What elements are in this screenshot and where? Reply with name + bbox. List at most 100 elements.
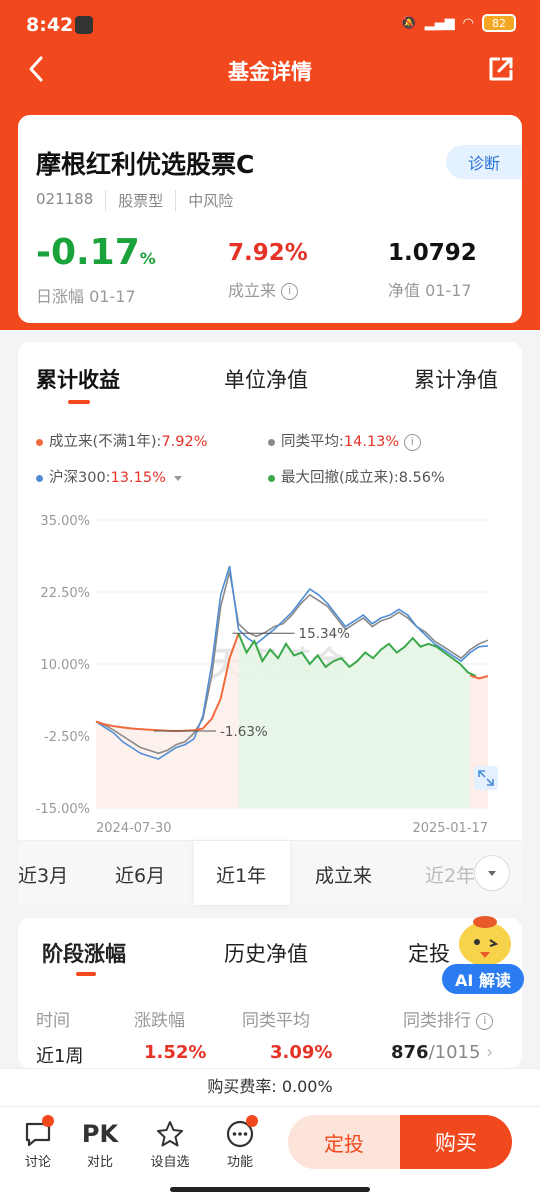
buy-button[interactable]: 购买: [400, 1115, 512, 1169]
drawdown-area: [238, 633, 476, 808]
series-line-drawdown: [237, 633, 477, 678]
legend-fund-label: 成立来(不满1年):: [49, 434, 162, 450]
legend-dot: [36, 438, 43, 446]
compare-label: 对比: [86, 1155, 113, 1170]
info-icon[interactable]: i: [403, 433, 421, 451]
legend-drawdown: 最大回撤(成立来):8.56%: [268, 466, 445, 487]
status-time: 8:42: [26, 14, 74, 36]
range-since-inception[interactable]: 成立来: [315, 865, 373, 887]
legend-dot: [36, 474, 43, 482]
ai-interpret-button[interactable]: AI 解读: [442, 964, 524, 994]
discuss-label: 讨论: [24, 1155, 51, 1170]
legend-dot: [268, 474, 275, 482]
y-tick-label: -2.50%: [44, 730, 90, 745]
tab-stage-returns[interactable]: 阶段涨幅: [42, 942, 126, 966]
stage-returns-card: 阶段涨幅 历史净值 定投 时间 涨跌幅 同类平均 同类排行 i 近1周 1.52…: [18, 918, 522, 1068]
mute-icon: 🔕: [400, 15, 417, 31]
nav-label: 净值 01-17: [388, 281, 472, 300]
legend-index[interactable]: 沪深300:13.15%: [36, 466, 182, 487]
functions-label: 功能: [226, 1155, 253, 1170]
chart-tabs: 累计收益 单位净值 累计净值: [18, 364, 522, 404]
tab-auto-invest[interactable]: 定投: [408, 942, 450, 966]
tab-cumulative-return[interactable]: 累计收益: [36, 368, 120, 392]
range-2y[interactable]: 近2年: [425, 865, 476, 887]
compare-button[interactable]: PK 对比: [70, 1117, 130, 1170]
page-title: 基金详情: [228, 60, 312, 84]
x-tick-label-end: 2025-01-17: [412, 821, 488, 836]
legend-drawdown-label: 最大回撤(成立来):: [281, 470, 399, 486]
range-more-button[interactable]: [474, 855, 510, 891]
header-period: 时间: [36, 1011, 70, 1031]
row-peer: 3.09%: [270, 1042, 333, 1063]
fund-summary-card: 摩根红利优选股票C 诊断 021188 股票型 中风险 -0.17% 日涨幅 0…: [18, 115, 522, 323]
signal-icon: ▂▄▆: [424, 15, 455, 31]
y-tick-label: 35.00%: [40, 514, 90, 529]
x-tick-label-start: 2024-07-30: [96, 821, 172, 836]
legend-drawdown-value: 8.56%: [398, 470, 445, 486]
chevron-right-icon: ›: [480, 1042, 494, 1063]
row-change: 1.52%: [144, 1042, 207, 1063]
notification-dot: [42, 1115, 54, 1127]
nav-bar: 基金详情: [0, 50, 540, 90]
performance-chart-card: 累计收益 单位净值 累计净值 成立来(不满1年):7.92% 同类平均:14.1…: [18, 342, 522, 905]
discuss-button[interactable]: 讨论: [8, 1115, 68, 1170]
time-range-selector: 近3月 近6月 近1年 成立来 近2年: [18, 840, 522, 905]
expand-icon[interactable]: [474, 766, 498, 790]
fee-label: 购买费率:: [207, 1077, 277, 1096]
tab-unit-nav[interactable]: 单位净值: [224, 368, 308, 392]
fund-meta: 021188 股票型 中风险: [36, 190, 245, 211]
notification-dot: [246, 1115, 258, 1127]
range-6m[interactable]: 近6月: [115, 865, 166, 887]
tab-history-nav[interactable]: 历史净值: [224, 942, 308, 966]
legend-fund: 成立来(不满1年):7.92%: [36, 430, 208, 451]
row-rank-total: /1015: [428, 1042, 481, 1063]
daily-change-unit: %: [139, 249, 156, 268]
back-icon[interactable]: [22, 54, 52, 84]
since-inception-label: 成立来: [228, 281, 277, 300]
row-rank-value: 876: [391, 1042, 429, 1063]
watch-label: 设自选: [150, 1155, 190, 1170]
daily-change-label: 日涨幅 01-17: [36, 287, 136, 306]
range-3m[interactable]: 近3月: [18, 865, 69, 887]
since-inception-metric: 7.92% 成立来 i: [228, 233, 308, 301]
range-1y[interactable]: 近1年: [216, 865, 267, 887]
notification-app-icon: [75, 16, 93, 34]
tab-underline: [68, 400, 90, 404]
y-tick-label: 10.00%: [40, 658, 90, 673]
range-active-highlight: [194, 841, 290, 905]
header-peer-rank-label: 同类排行: [403, 1011, 471, 1031]
legend-peer: 同类平均:14.13% i: [268, 430, 421, 451]
daily-change-value: -0.17: [36, 232, 140, 273]
functions-button[interactable]: 功能: [210, 1115, 270, 1170]
header-change: 涨跌幅: [134, 1011, 185, 1031]
legend-peer-value: 14.13%: [343, 434, 400, 450]
legend-index-label: 沪深300:: [49, 470, 111, 486]
row-rank[interactable]: 876/1015 ›: [391, 1042, 493, 1063]
info-icon[interactable]: i: [281, 283, 299, 300]
tab-cumulative-nav[interactable]: 累计净值: [414, 368, 498, 392]
purchase-fee-bar: 购买费率: 0.00%: [0, 1068, 540, 1106]
return-chart[interactable]: 35.00%22.50%10.00%-2.50%-15.00%天天基金15.34…: [18, 502, 522, 837]
info-icon[interactable]: i: [476, 1012, 494, 1030]
legend-fund-value: 7.92%: [161, 434, 208, 450]
nav-value: 1.0792: [388, 240, 477, 266]
series-line-peer: [95, 571, 489, 755]
add-watchlist-button[interactable]: 设自选: [140, 1117, 200, 1170]
fund-name: 摩根红利优选股票C: [36, 150, 255, 179]
diagnose-button[interactable]: 诊断: [446, 145, 522, 179]
since-inception-value: 7.92%: [228, 240, 308, 266]
y-tick-label: 22.50%: [40, 586, 90, 601]
chevron-down-icon: [488, 871, 496, 876]
nav-metric: 1.0792 净值 01-17: [388, 233, 477, 301]
ai-mascot-icon[interactable]: [452, 912, 518, 970]
legend-peer-label: 同类平均:: [281, 434, 344, 450]
home-indicator: [170, 1187, 370, 1192]
dropdown-caret-icon[interactable]: [173, 475, 182, 481]
fee-value: 0.00%: [281, 1077, 333, 1096]
legend-dot: [268, 438, 275, 446]
auto-invest-button[interactable]: 定投: [288, 1115, 400, 1169]
share-icon[interactable]: [486, 54, 516, 84]
y-tick-label: -15.00%: [36, 802, 90, 817]
battery-icon: 82: [482, 14, 516, 32]
expand-icon-arrows: [478, 770, 494, 786]
